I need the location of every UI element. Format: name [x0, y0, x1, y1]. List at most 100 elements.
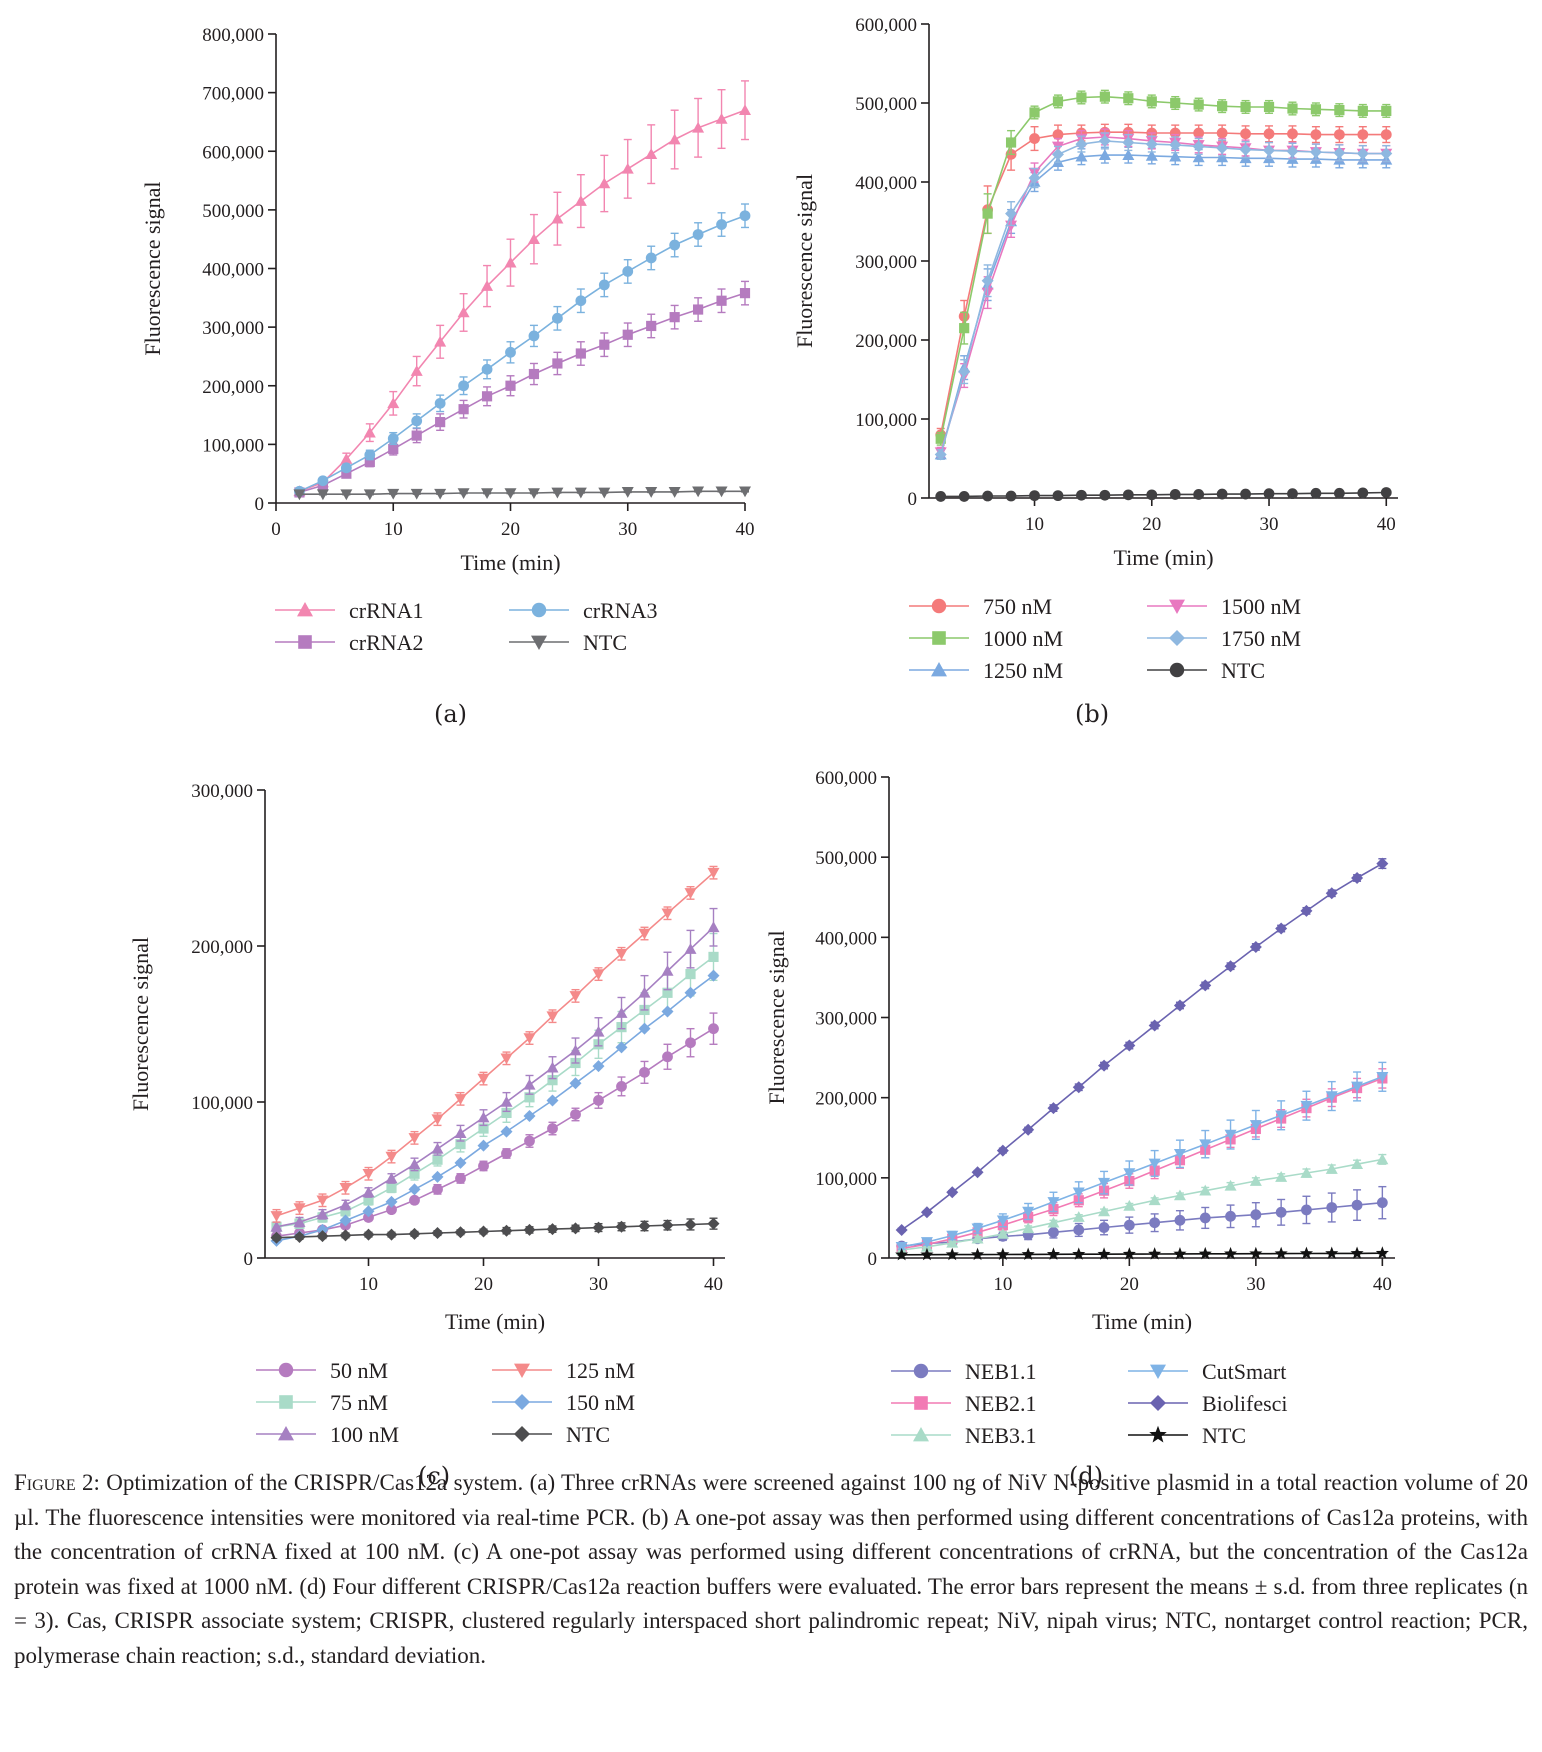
- data-point: [1173, 1189, 1186, 1201]
- legend-marker: [1150, 1395, 1166, 1411]
- legend-marker: [932, 631, 946, 645]
- data-point: [685, 968, 696, 980]
- data-point: [1351, 1081, 1364, 1093]
- data-point: [270, 1231, 283, 1244]
- data-point: [454, 1156, 467, 1169]
- series-neb2.1: [896, 1068, 1388, 1254]
- data-point: [592, 1221, 605, 1234]
- legend-marker: [931, 598, 947, 614]
- series-line: [276, 872, 715, 1217]
- data-point: [708, 1023, 719, 1035]
- data-point: [715, 113, 728, 124]
- data-point: [1240, 128, 1251, 140]
- data-point: [1029, 490, 1040, 502]
- y-tick-label: 200,000: [855, 331, 917, 352]
- data-point: [434, 488, 447, 500]
- data-point: [1098, 1222, 1110, 1233]
- data-point: [1047, 1102, 1060, 1115]
- data-point: [1263, 488, 1275, 500]
- data-point: [431, 1170, 444, 1183]
- legend-label: NEB2.1: [965, 1391, 1037, 1416]
- data-point: [715, 486, 728, 498]
- series-line: [939, 140, 1387, 455]
- data-point: [615, 1041, 628, 1054]
- legend-label: Biolifesci: [1202, 1391, 1288, 1416]
- data-point: [895, 1241, 908, 1253]
- data-point: [523, 1223, 536, 1236]
- data-point: [1216, 142, 1229, 155]
- data-point: [1351, 1158, 1364, 1170]
- data-point: [481, 363, 493, 375]
- data-point: [1325, 1091, 1338, 1103]
- data-point: [622, 329, 633, 340]
- data-point: [1072, 1247, 1086, 1260]
- data-point: [293, 489, 306, 501]
- data-point: [1376, 1072, 1389, 1083]
- legend-marker: [531, 602, 547, 618]
- data-point: [500, 1096, 513, 1107]
- data-point: [410, 365, 423, 376]
- data-point: [500, 1053, 513, 1065]
- data-point: [1333, 129, 1345, 141]
- data-point: [946, 1236, 959, 1248]
- data-point: [1275, 1206, 1287, 1218]
- data-point: [1122, 136, 1135, 149]
- data-point: [570, 1109, 581, 1120]
- data-point: [500, 1125, 513, 1138]
- data-point: [1287, 488, 1298, 500]
- data-point: [574, 487, 587, 499]
- data-point: [669, 239, 681, 251]
- x-axis-title: Time (min): [1113, 545, 1213, 570]
- caption-figure-label: Figure: [14, 1470, 76, 1495]
- data-point: [1333, 146, 1346, 159]
- data-point: [1240, 488, 1251, 500]
- y-tick-label: 800,000: [202, 25, 264, 46]
- panel-label-a: (a): [434, 700, 468, 728]
- series-line: [939, 136, 1387, 453]
- data-point: [1310, 129, 1322, 141]
- data-point: [546, 1011, 559, 1023]
- data-point: [1199, 1212, 1211, 1224]
- data-point: [1287, 103, 1298, 114]
- data-point: [645, 252, 657, 264]
- data-point: [1240, 101, 1251, 113]
- data-point: [1072, 1187, 1085, 1199]
- data-point: [434, 397, 446, 409]
- data-point: [477, 1073, 490, 1085]
- data-point: [1022, 1206, 1035, 1218]
- data-point: [1275, 1110, 1288, 1122]
- data-point: [547, 1075, 558, 1086]
- chart-c: 0 100,000 200,000 300,000 10 20 30 40 Time (min)…: [128, 781, 725, 1447]
- series-cutsmart: [895, 1061, 1389, 1253]
- y-tick-label: 0: [255, 494, 265, 515]
- series-line: [939, 131, 1387, 435]
- data-point: [621, 487, 634, 498]
- series-line: [901, 1076, 1383, 1248]
- data-point: [1072, 1081, 1085, 1094]
- x-tick-label: 30: [1246, 1274, 1265, 1295]
- series-1250-nm: [934, 146, 1393, 460]
- legend-label: 1750 nM: [1221, 626, 1301, 651]
- data-point: [339, 1214, 352, 1227]
- data-point: [1098, 1177, 1111, 1189]
- y-tick-label: 300,000: [815, 1009, 877, 1030]
- legend-label: NTC: [1202, 1423, 1246, 1448]
- data-point: [1075, 138, 1088, 151]
- legend-marker: [531, 635, 547, 650]
- data-point: [1357, 487, 1369, 499]
- data-point: [1169, 127, 1181, 139]
- x-tick-label: 10: [993, 1274, 1012, 1295]
- data-point: [293, 1203, 306, 1215]
- data-point: [458, 404, 469, 415]
- data-point: [971, 1232, 984, 1244]
- legend-label: 125 nM: [566, 1358, 635, 1383]
- data-point: [388, 443, 399, 455]
- data-point: [547, 1123, 558, 1134]
- data-point: [1351, 872, 1364, 885]
- data-point: [708, 951, 719, 963]
- data-point: [971, 1166, 984, 1179]
- data-point: [1263, 101, 1275, 113]
- data-point: [1249, 1246, 1263, 1260]
- data-point: [362, 1186, 375, 1198]
- data-point: [551, 212, 564, 224]
